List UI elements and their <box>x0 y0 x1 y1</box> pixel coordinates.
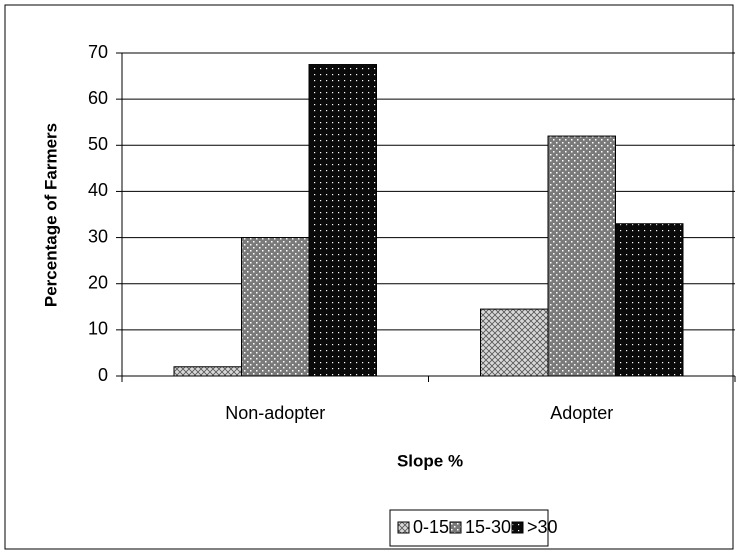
y-tick-label: 20 <box>88 272 108 292</box>
y-tick-label: 0 <box>98 365 108 385</box>
legend-swatch <box>397 521 410 534</box>
y-tick-label: 10 <box>88 319 108 339</box>
y-tick-label: 50 <box>88 134 108 154</box>
legend-swatch <box>511 521 524 534</box>
bar <box>547 135 616 377</box>
bar <box>241 237 310 377</box>
chart-frame <box>4 4 734 550</box>
bar <box>173 366 242 377</box>
y-axis-label: Percentage of Farmers <box>41 123 60 307</box>
y-tick-label: 70 <box>88 42 108 62</box>
y-tick-label: 40 <box>88 180 108 200</box>
bar <box>480 308 549 377</box>
y-tick-label: 60 <box>88 88 108 108</box>
legend-label: 0-15 <box>413 517 449 537</box>
x-axis-label: Slope % <box>397 451 463 470</box>
x-tick-label: Non-adopter <box>225 403 325 423</box>
legend-swatch <box>449 521 462 534</box>
bar <box>308 64 377 377</box>
legend-label: 15-30 <box>465 517 511 537</box>
y-tick-label: 30 <box>88 226 108 246</box>
x-tick-label: Adopter <box>550 403 613 423</box>
bar <box>615 223 684 377</box>
legend-label: >30 <box>527 517 558 537</box>
